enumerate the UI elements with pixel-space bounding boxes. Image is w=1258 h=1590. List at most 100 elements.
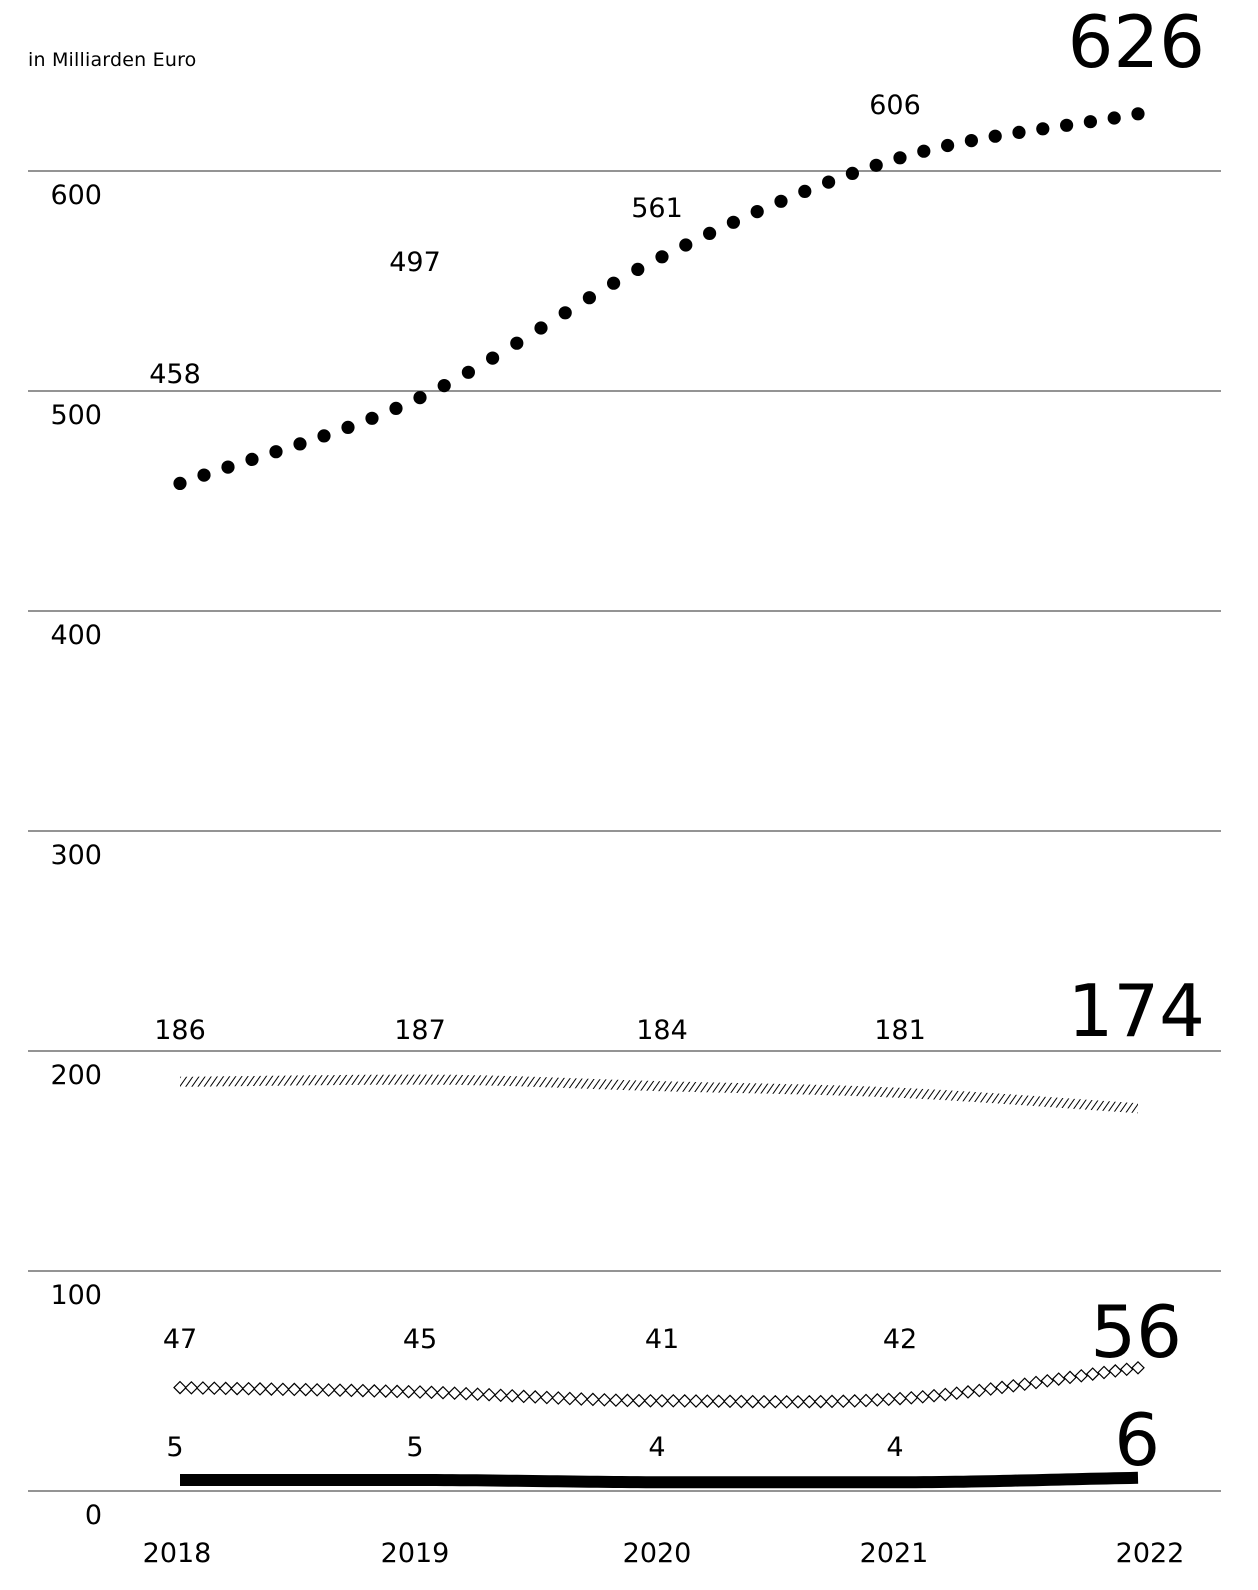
data-point: [298, 1382, 313, 1397]
data-point: [276, 1382, 290, 1397]
data-point: [689, 1394, 703, 1408]
data-point: [401, 1384, 416, 1399]
data-point: [413, 391, 427, 405]
data-point: [482, 1387, 496, 1402]
data-label: 5: [406, 1432, 423, 1463]
data-point: [245, 452, 259, 466]
data-point: [390, 1384, 404, 1399]
data-point: [317, 429, 331, 443]
data-point: [1036, 122, 1050, 136]
data-point: [459, 1386, 473, 1401]
x-tick-label: 2022: [1116, 1538, 1185, 1569]
data-point: [941, 138, 955, 153]
data-point: [607, 276, 621, 290]
unit-label: in Milliarden Euro: [28, 49, 197, 71]
data-point: [870, 1393, 885, 1407]
y-axis-ticks: 0 100 200 300 400 500 600: [50, 180, 102, 1531]
data-point: [666, 1393, 681, 1408]
data-point: [734, 1394, 749, 1409]
data-point: [745, 1394, 760, 1409]
data-point: [859, 1393, 873, 1408]
data-point: [845, 166, 860, 180]
data-point: [904, 1390, 919, 1405]
data-point: [197, 468, 211, 482]
data-point: [196, 1381, 210, 1395]
data-point: [516, 1389, 531, 1404]
data-point: [893, 1391, 907, 1406]
data-point: [995, 1380, 1009, 1395]
data-point: [847, 1394, 862, 1408]
data-point: [173, 1380, 187, 1395]
gridlines: [28, 170, 1221, 1492]
data-point: [437, 379, 451, 393]
data-point: [269, 445, 283, 459]
data-point: [1097, 1365, 1111, 1380]
x-axis-ticks: 2018 2019 2020 2021 2022: [143, 1538, 1185, 1569]
data-point: [597, 1392, 612, 1407]
data-point: [836, 1394, 851, 1409]
data-label: 458: [149, 359, 201, 390]
y-tick-label: 200: [50, 1060, 102, 1091]
data-point: [813, 1394, 828, 1409]
data-label: 4: [648, 1432, 665, 1463]
final-value-label: 6: [1114, 1398, 1160, 1482]
data-point: [679, 238, 693, 252]
data-point: [461, 365, 475, 379]
data-point: [221, 460, 235, 474]
data-point: [424, 1385, 439, 1400]
data-label: 186: [154, 1015, 206, 1046]
data-point: [723, 1394, 737, 1409]
data-point: [365, 411, 379, 425]
data-label: 41: [645, 1324, 679, 1355]
y-tick-label: 400: [50, 620, 102, 651]
data-label: 45: [403, 1324, 437, 1355]
data-label: 187: [394, 1015, 446, 1046]
data-point: [341, 420, 355, 434]
data-point: [677, 1394, 692, 1408]
data-point: [1107, 111, 1121, 125]
data-label: 184: [636, 1015, 688, 1046]
data-point: [620, 1393, 635, 1408]
data-point: [949, 1386, 964, 1401]
data-point: [293, 437, 307, 451]
data-point: [869, 158, 883, 172]
data-point: [1063, 1370, 1077, 1385]
data-point: [711, 1394, 726, 1409]
data-point: [917, 144, 931, 158]
data-point: [470, 1387, 485, 1402]
data-point: [586, 1392, 600, 1407]
data-point: [207, 1381, 222, 1396]
data-point: [750, 205, 764, 219]
data-point: [972, 1383, 987, 1398]
data-point: [184, 1380, 199, 1395]
final-value-label: 56: [1090, 1290, 1182, 1374]
data-point: [700, 1394, 715, 1408]
y-tick-label: 300: [50, 840, 102, 871]
data-point: [241, 1381, 256, 1396]
data-point: [643, 1393, 658, 1408]
series-group: [173, 107, 1145, 1489]
data-point: [333, 1383, 347, 1398]
data-point: [757, 1394, 771, 1409]
data-label: 561: [631, 193, 683, 224]
data-point: [915, 1389, 930, 1404]
series-1: [180, 1074, 1138, 1114]
data-point: [632, 1393, 646, 1408]
data-point: [703, 226, 717, 240]
data-point: [287, 1382, 302, 1397]
x-tick-label: 2019: [381, 1538, 450, 1569]
x-tick-label: 2020: [623, 1538, 692, 1569]
data-point: [321, 1383, 336, 1397]
data-point: [774, 194, 788, 208]
data-point: [539, 1390, 554, 1405]
x-tick-label: 2021: [860, 1538, 929, 1569]
data-point: [1040, 1373, 1055, 1388]
data-point: [1085, 1367, 1100, 1381]
y-tick-label: 100: [50, 1280, 102, 1311]
data-point: [961, 1385, 975, 1399]
data-point: [1012, 125, 1026, 139]
data-point: [1074, 1368, 1089, 1383]
data-point: [1051, 1372, 1066, 1386]
data-label: 606: [869, 90, 921, 121]
